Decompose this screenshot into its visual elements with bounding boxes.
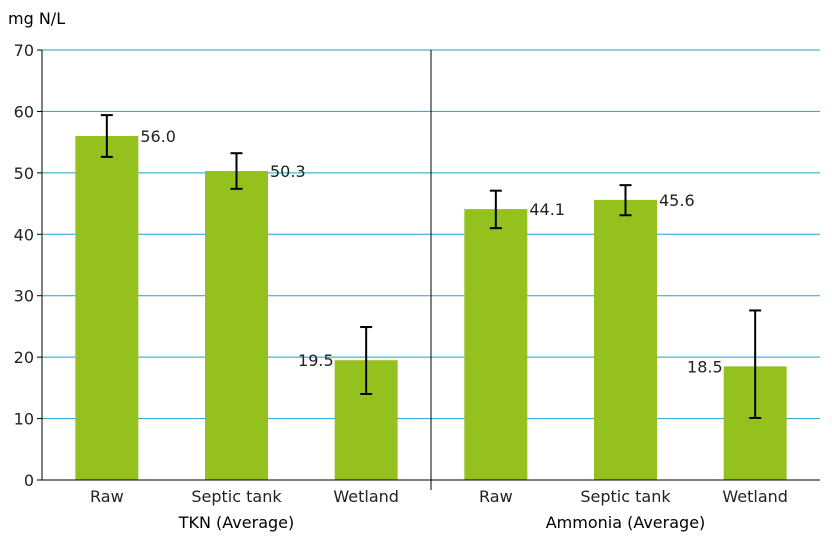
y-tick-label: 30 [14,287,34,306]
category-label: Septic tank [580,487,671,506]
y-tick-label: 20 [14,348,34,367]
data-label: 56.0 [140,127,176,146]
bar [464,209,528,480]
y-tick-label: 10 [14,410,34,429]
category-label: Septic tank [191,487,282,506]
data-label: 19.5 [298,351,334,370]
y-tick-label: 50 [14,164,34,183]
data-label: 44.1 [529,200,565,219]
data-label: 18.5 [687,357,723,376]
bar [75,136,139,480]
y-tick-label: 40 [14,225,34,244]
y-tick-label: 60 [14,102,34,121]
labels: 0 10 20 30 40 50 60 70 56.0 Raw 50.3 Septic tank 19.… [14,41,788,532]
bars [75,114,787,480]
group-label: TKN (Average) [178,513,295,532]
y-axis-unit-label: mg N/L [8,9,65,28]
y-tick-label: 0 [24,471,34,490]
category-label: Wetland [333,487,399,506]
bar [594,199,657,480]
data-label: 45.6 [659,191,695,210]
category-label: Wetland [722,487,788,506]
axes [37,49,820,490]
category-label: Raw [90,487,124,506]
bar [205,171,268,480]
data-label: 50.3 [270,162,306,181]
category-label: Raw [479,487,513,506]
y-tick-label: 70 [14,41,34,60]
group-label: Ammonia (Average) [546,513,706,532]
